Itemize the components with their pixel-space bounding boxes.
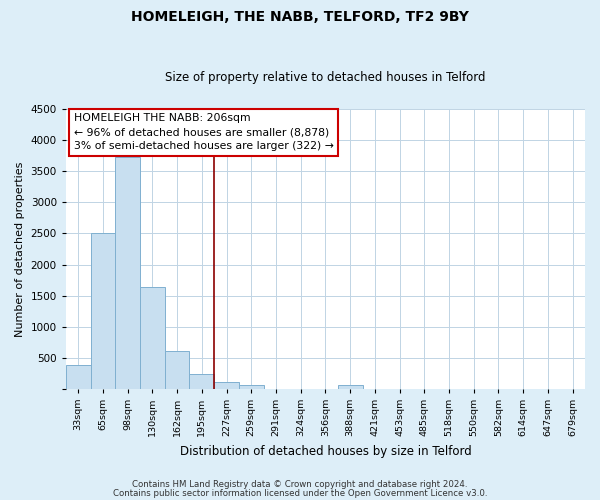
Bar	[165, 352, 190, 389]
Y-axis label: Number of detached properties: Number of detached properties	[15, 162, 25, 336]
Text: Contains HM Land Registry data © Crown copyright and database right 2024.: Contains HM Land Registry data © Crown c…	[132, 480, 468, 489]
Bar	[338, 385, 362, 389]
Bar	[140, 287, 165, 389]
Bar	[66, 365, 91, 389]
Title: Size of property relative to detached houses in Telford: Size of property relative to detached ho…	[165, 72, 485, 85]
Text: Contains public sector information licensed under the Open Government Licence v3: Contains public sector information licen…	[113, 489, 487, 498]
Bar	[115, 157, 140, 389]
Bar	[239, 385, 263, 389]
Bar	[190, 374, 214, 389]
Text: HOMELEIGH THE NABB: 206sqm
← 96% of detached houses are smaller (8,878)
3% of se: HOMELEIGH THE NABB: 206sqm ← 96% of deta…	[74, 114, 334, 152]
Text: HOMELEIGH, THE NABB, TELFORD, TF2 9BY: HOMELEIGH, THE NABB, TELFORD, TF2 9BY	[131, 10, 469, 24]
Bar	[91, 234, 115, 389]
X-axis label: Distribution of detached houses by size in Telford: Distribution of detached houses by size …	[179, 444, 471, 458]
Bar	[214, 382, 239, 389]
